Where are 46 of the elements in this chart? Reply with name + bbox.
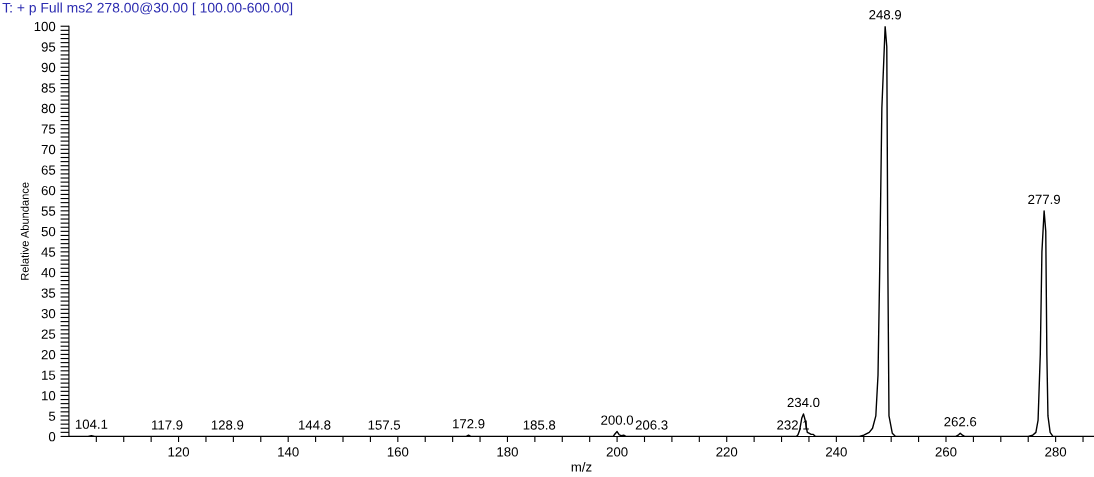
- y-tick-label: 65: [41, 165, 56, 175]
- y-tick-label: 100: [34, 21, 56, 32]
- y-tick-label: 50: [41, 226, 56, 237]
- y-tick-label: 5: [48, 411, 56, 421]
- annotation: 144.8: [299, 420, 331, 430]
- annotation: 117.9: [152, 420, 183, 430]
- annotation: 262.6: [944, 417, 977, 427]
- y-tick-label: 70: [41, 144, 56, 155]
- annotation: 234.0: [787, 397, 820, 408]
- x-tick-label: 280: [1045, 447, 1067, 457]
- y-tick-label: 15: [42, 370, 56, 380]
- chart-title: T: + p Full ms2 278.00@30.00 [ 100.00-600.00]: [2, 2, 293, 16]
- annotation: 104.1: [75, 419, 108, 429]
- y-tick-label: 95: [41, 42, 56, 52]
- x-tick-label: 120: [168, 447, 190, 457]
- y-tick-label: 30: [41, 308, 56, 319]
- y-tick-label: 20: [41, 349, 56, 360]
- x-tick-label: 240: [826, 447, 847, 457]
- annotation: 200.0: [601, 415, 634, 425]
- y-tick-label: 45: [41, 247, 56, 257]
- y-tick-label: 60: [41, 185, 56, 196]
- y-tick-label: 40: [41, 267, 56, 278]
- y-tick-label: 85: [41, 83, 56, 93]
- y-tick-label: 35: [41, 288, 56, 298]
- x-axis-title: m/z: [571, 461, 592, 472]
- y-axis-title: Relative Abundance: [20, 182, 29, 280]
- y-tick-label: 0: [48, 432, 56, 442]
- y-tick-label: 10: [42, 391, 56, 401]
- x-tick-label: 160: [387, 447, 409, 457]
- annotation: 157.5: [368, 420, 401, 430]
- y-tick-label: 75: [41, 124, 56, 134]
- annotation: 128.9: [211, 420, 244, 430]
- annotation: 172.9: [453, 419, 485, 429]
- x-tick-label: 140: [278, 447, 299, 457]
- x-tick-label: 220: [716, 447, 738, 457]
- annotation: 185.8: [523, 420, 556, 430]
- y-tick-label: 25: [41, 329, 56, 339]
- annotation: 206.3: [635, 420, 668, 430]
- y-tick-label: 80: [41, 103, 56, 114]
- x-tick-label: 200: [606, 447, 628, 457]
- x-tick-label: 260: [935, 447, 957, 457]
- annotation: 248.9: [869, 10, 902, 20]
- x-tick-label: 180: [497, 447, 518, 457]
- y-tick-label: 90: [41, 62, 56, 73]
- annotation: 277.9: [1028, 194, 1060, 205]
- y-tick-label: 55: [41, 206, 56, 216]
